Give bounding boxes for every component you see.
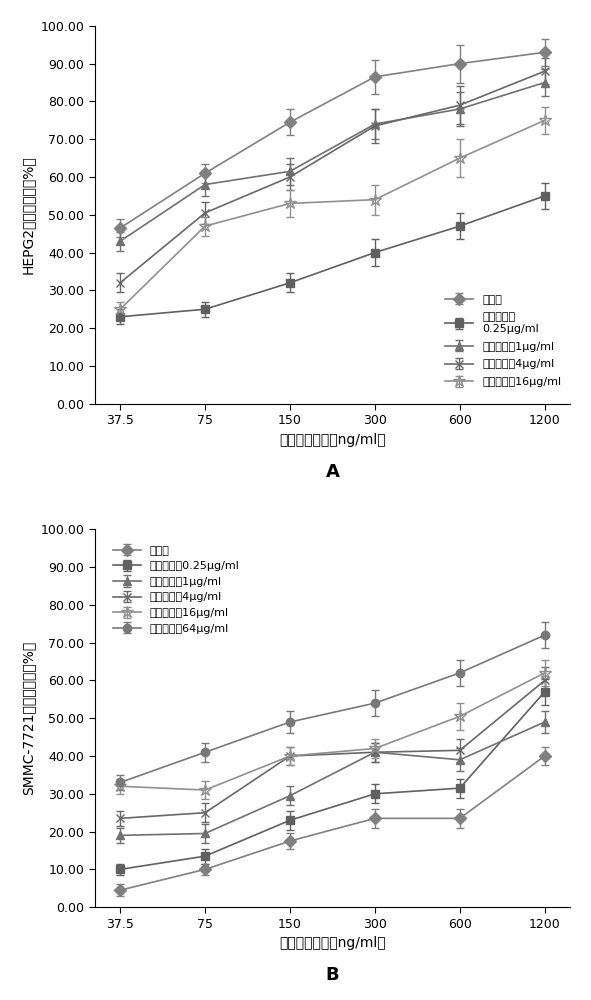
X-axis label: 甲氨蝶嘟浓度（ng/ml）: 甲氨蝶嘟浓度（ng/ml） — [279, 433, 386, 447]
Legend: 对照组, 米氨平浓度
0.25μg/ml, 米氨平浓度1μg/ml, 米氨平浓度4μg/ml, 米氨平浓度16μg/ml: 对照组, 米氨平浓度 0.25μg/ml, 米氨平浓度1μg/ml, 米氨平浓度… — [442, 291, 564, 391]
Text: B: B — [326, 966, 339, 984]
Text: A: A — [326, 463, 339, 481]
Y-axis label: SMMC-7721细胞抑制率（%）: SMMC-7721细胞抑制率（%） — [21, 641, 35, 795]
Legend: 对照组, 米氨平浓度0.25μg/ml, 米氨平浓度1μg/ml, 米氨平浓度4μg/ml, 米氨平浓度16μg/ml, 米氨平浓度64μg/ml: 对照组, 米氨平浓度0.25μg/ml, 米氨平浓度1μg/ml, 米氨平浓度4… — [110, 542, 243, 637]
Y-axis label: HEPG2细胞抑制率（%）: HEPG2细胞抑制率（%） — [21, 155, 35, 274]
X-axis label: 甲氨蝶嘟浓度（ng/ml）: 甲氨蝶嘟浓度（ng/ml） — [279, 936, 386, 950]
